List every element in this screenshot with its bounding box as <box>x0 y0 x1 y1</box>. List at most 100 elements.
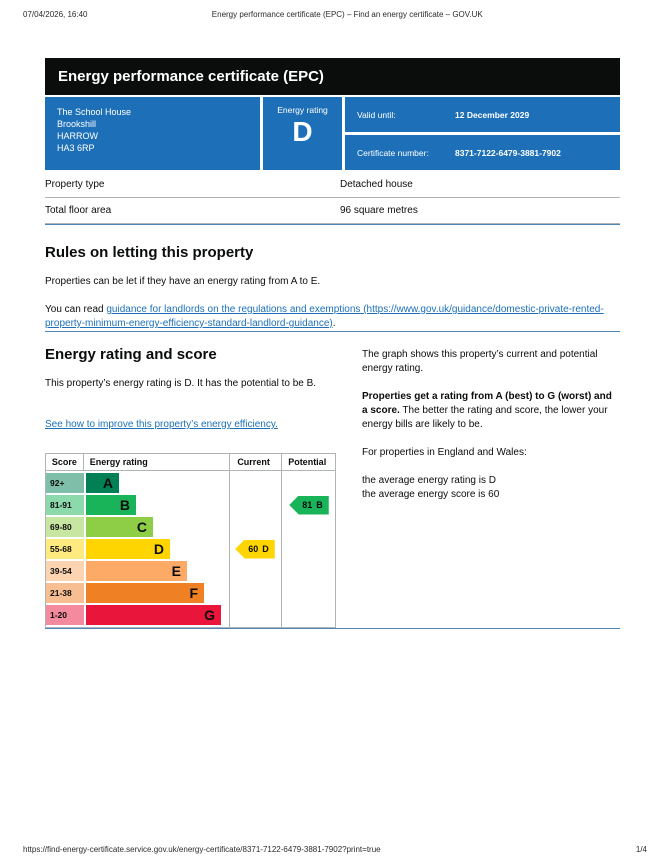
epc-band-score: 1-20 <box>46 605 84 625</box>
epc-band-bar: E <box>86 561 187 581</box>
epc-potential-arrow-band: B <box>316 500 323 510</box>
rating-explain-paragraph: Properties get a rating from A (best) to… <box>362 390 620 432</box>
epc-band-bar-cell: G <box>84 605 229 625</box>
epc-current-arrow: 60 D <box>235 539 275 559</box>
epc-band-row: 39-54 E <box>46 561 335 581</box>
graph-intro-paragraph: The graph shows this property’s current … <box>362 349 598 374</box>
validity-cell: Valid until: 12 December 2029 Certificat… <box>345 97 620 170</box>
epc-potential-arrow-score: 81 <box>302 500 313 510</box>
certificate-summary-box: The School House Brookshill HARROW HA3 6… <box>45 97 620 170</box>
average-rating-line: the average energy rating is D <box>362 475 496 486</box>
epc-band-bar: C <box>86 517 153 537</box>
rating-right-column: The graph shows this property’s current … <box>336 346 620 628</box>
epc-band-bar-cell: E <box>84 561 229 581</box>
floor-area-value: 96 square metres <box>340 205 418 216</box>
energy-rating-value: D <box>292 116 313 147</box>
epc-band-bar-cell: D <box>84 539 229 559</box>
rating-section: Energy rating and score This property’s … <box>45 346 620 628</box>
averages-paragraph: the average energy rating is D the avera… <box>362 474 620 502</box>
epc-band-bar: A <box>86 473 119 493</box>
section-divider <box>45 331 620 332</box>
epc-band-bar-cell: C <box>84 517 229 537</box>
current-column-header: Current <box>237 457 270 467</box>
epc-current-cell <box>229 583 281 603</box>
epc-band-bar-cell: B <box>84 495 229 515</box>
browser-print-footer: https://find-energy-certificate.service.… <box>23 845 647 854</box>
epc-band-bar: D <box>86 539 170 559</box>
rating-column-header: Energy rating <box>89 457 148 467</box>
epc-graph-body: 92+ A 81-91 B 81 B 69-80 C 55-68 D 60 D 39-54 E 21-38 F… <box>46 473 335 625</box>
address-line: HARROW <box>57 131 98 141</box>
epc-current-cell <box>229 517 281 537</box>
section-divider <box>45 628 620 629</box>
epc-band-row: 69-80 C <box>46 517 335 537</box>
certificate-page: Energy performance certificate (EPC) The… <box>45 58 620 629</box>
property-address: The School House Brookshill HARROW HA3 6… <box>45 97 260 170</box>
letting-guidance-paragraph: You can read guidance for landlords on t… <box>45 303 620 331</box>
rating-summary-paragraph: This property’s energy rating is D. It h… <box>45 378 317 389</box>
epc-band-score: 92+ <box>46 473 84 493</box>
epc-band-score: 21-38 <box>46 583 84 603</box>
rating-explain-bold: Properties get a rating from A (best) to… <box>362 391 612 416</box>
epc-graph: Score Energy rating Current Potential 92… <box>45 453 336 628</box>
epc-band-bar-cell: F <box>84 583 229 603</box>
epc-band-bar: G <box>86 605 221 625</box>
epc-potential-cell <box>281 605 337 625</box>
certificate-banner: Energy performance certificate (EPC) <box>45 58 620 95</box>
graph-column-divider <box>229 454 230 627</box>
graph-column-divider <box>281 454 282 627</box>
energy-rating-cell: Energy rating D <box>263 97 342 170</box>
print-datetime: 07/04/2026, 16:40 <box>23 10 88 19</box>
epc-current-arrow-score: 60 <box>248 544 259 554</box>
epc-potential-cell <box>281 539 337 559</box>
property-details-table: Property type Detached house Total floor… <box>45 172 620 224</box>
address-line: Brookshill <box>57 119 97 129</box>
print-page-number: 1/4 <box>635 845 647 854</box>
page-title: Energy performance certificate (EPC) – F… <box>211 10 483 19</box>
england-wales-paragraph: For properties in England and Wales: <box>362 447 527 458</box>
epc-band-row: 1-20 G <box>46 605 335 625</box>
epc-band-score: 55-68 <box>46 539 84 559</box>
letting-rules-heading: Rules on letting this property <box>45 244 254 261</box>
epc-band-score: 81-91 <box>46 495 84 515</box>
section-divider <box>45 224 620 225</box>
address-line: HA3 6RP <box>57 143 95 153</box>
epc-current-cell <box>229 495 281 515</box>
epc-band-score: 69-80 <box>46 517 84 537</box>
browser-print-header: 07/04/2026, 16:40 Energy performance cer… <box>23 10 647 19</box>
rating-section-heading: Energy rating and score <box>45 346 217 363</box>
epc-current-cell: 60 D <box>229 539 281 559</box>
rating-explain-rest: The better the rating and score, the low… <box>362 405 608 430</box>
landlord-guidance-link[interactable]: guidance for landlords on the regulation… <box>45 304 604 329</box>
epc-potential-cell <box>281 583 337 603</box>
address-line: The School House <box>57 107 132 117</box>
epc-band-row: 21-38 F <box>46 583 335 603</box>
floor-area-label: Total floor area <box>45 205 112 216</box>
letting-rules-paragraph: Properties can be let if they have an en… <box>45 276 321 287</box>
guidance-suffix: . <box>332 318 336 329</box>
valid-until-label: Valid until: <box>357 109 396 120</box>
energy-rating-label: Energy rating <box>277 105 328 115</box>
epc-potential-cell <box>281 473 337 493</box>
epc-band-row: 92+ A <box>46 473 335 493</box>
certificate-number-row: Certificate number: 8371-7122-6479-3881-… <box>345 135 620 170</box>
epc-potential-cell: 81 B <box>281 495 337 515</box>
epc-band-bar: B <box>86 495 136 515</box>
epc-potential-cell <box>281 517 337 537</box>
print-url: https://find-energy-certificate.service.… <box>23 845 381 854</box>
improve-efficiency-link[interactable]: See how to improve this property’s energ… <box>45 419 278 430</box>
epc-potential-arrow: 81 B <box>289 495 329 515</box>
epc-current-cell <box>229 561 281 581</box>
valid-until-row: Valid until: 12 December 2029 <box>345 97 620 132</box>
epc-current-cell <box>229 605 281 625</box>
certificate-number-label: Certificate number: <box>357 147 429 158</box>
property-type-label: Property type <box>45 179 105 190</box>
epc-band-row: 81-91 B 81 B <box>46 495 335 515</box>
average-score-line: the average energy score is 60 <box>362 489 500 500</box>
epc-potential-cell <box>281 561 337 581</box>
epc-band-score: 39-54 <box>46 561 84 581</box>
guidance-prefix: You can read <box>45 304 107 315</box>
epc-current-arrow-band: D <box>262 544 269 554</box>
epc-band-bar: F <box>86 583 204 603</box>
table-row: Property type Detached house <box>45 172 620 198</box>
